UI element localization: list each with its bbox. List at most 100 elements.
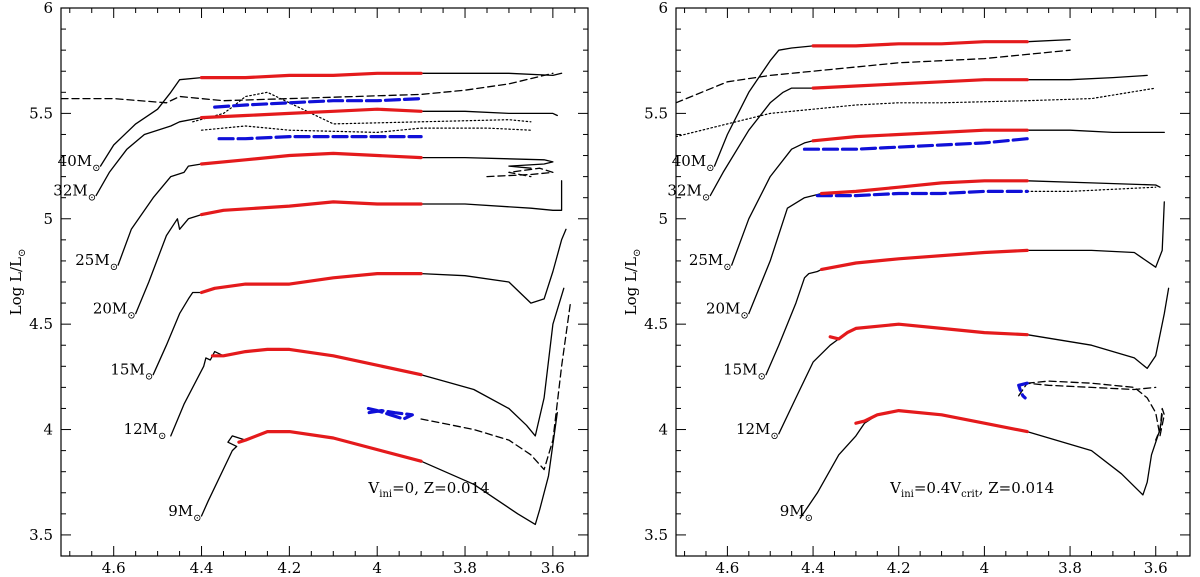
series-20m-dotted [1026, 186, 1157, 192]
series-32m-dotted [200, 125, 532, 133]
track-label: 12M⊙ [736, 420, 779, 442]
series-40m-red [811, 40, 1029, 48]
series-15m-red [199, 272, 423, 295]
series-15m [152, 228, 567, 376]
sun-symbol: ⊙ [723, 262, 731, 273]
y-tick-label: 5.5 [29, 104, 53, 122]
plot-frame [675, 7, 1191, 557]
series-20m [135, 180, 563, 315]
series-32m [709, 74, 1148, 197]
x-tick-label: 4.2 [277, 559, 301, 577]
track-label: 20M⊙ [706, 300, 749, 322]
series-32m-red [199, 107, 423, 120]
y-tick-label: 3.5 [644, 526, 668, 544]
series-40m-dashed [676, 49, 1071, 104]
series-25m-dashed [486, 167, 554, 178]
y-tick-label: 6 [658, 0, 668, 17]
track-label: 40M⊙ [672, 152, 715, 174]
series-12m-blue [366, 406, 414, 421]
y-tick-label: 5 [43, 210, 53, 228]
series-25m-blue [802, 137, 1029, 151]
series-12m-blue [1017, 381, 1029, 400]
annotation-sub: ini [901, 489, 914, 500]
track-label: 15M⊙ [110, 361, 153, 383]
annotation-part: V [367, 479, 380, 497]
series-20m-red [820, 179, 1029, 196]
sun-symbol: ⊙ [110, 262, 118, 273]
series-40m-red [199, 71, 423, 80]
series-9m-red [237, 430, 423, 463]
sun-symbol: ⊙ [805, 513, 813, 524]
series-20m-red [199, 200, 423, 217]
x-tick-label: 4.4 [801, 559, 825, 577]
series-40m-blue [213, 97, 423, 109]
x-tick-label: 4.4 [190, 559, 214, 577]
y-tick-label: 4 [43, 421, 53, 439]
sun-symbol: ⊙ [92, 163, 100, 174]
x-tick-label: 3.6 [1144, 559, 1168, 577]
y-axis-label: Log L/L⊙ [622, 249, 643, 316]
annotation-sub: crit [961, 489, 979, 500]
track-label: 9M⊙ [780, 502, 813, 524]
series-20m [748, 180, 1161, 315]
x-tick-label: 3.8 [1058, 559, 1082, 577]
track-label: 32M⊙ [667, 182, 710, 204]
sun-symbol: ⊙ [770, 431, 778, 442]
x-tick-label: 3.8 [453, 559, 477, 577]
series-40m-dotted [192, 91, 532, 125]
x-tick-label: 4 [980, 559, 990, 577]
series-25m-red [811, 128, 1029, 143]
y-tick-label: 5 [658, 210, 668, 228]
series-9m [200, 412, 558, 526]
sun-symbol: ⊙ [193, 513, 201, 524]
track-label: 25M⊙ [689, 251, 732, 273]
x-tick-label: 4.6 [715, 559, 739, 577]
series-12m [778, 287, 1170, 435]
y-tick-label: 4.5 [644, 315, 668, 333]
series-25m [731, 129, 1165, 266]
y-tick-label: 3.5 [29, 526, 53, 544]
track-label: 25M⊙ [75, 251, 118, 273]
annotation: Vini=0, Z=0.014 [367, 479, 489, 500]
sun-symbol: ⊙ [758, 372, 766, 383]
series-group [61, 71, 572, 526]
series-20m-blue [815, 189, 1029, 198]
y-tick-label: 6 [43, 0, 53, 17]
annotation-part: =0.4V [914, 479, 962, 497]
annotation: Vini=0.4Vcrit, Z=0.014 [889, 479, 1054, 500]
series-32m-dotted [676, 87, 1157, 138]
y-axis-label: Log L/L⊙ [7, 249, 28, 316]
track-label: 20M⊙ [93, 300, 136, 322]
x-tick-label: 4.6 [102, 559, 126, 577]
sun-symbol: ⊙ [127, 311, 135, 322]
x-tick-label: 3.6 [541, 559, 565, 577]
series-15m-red [820, 248, 1029, 271]
series-12m-red [828, 322, 1029, 341]
series-12m-red [210, 347, 423, 377]
series-12m-dashed-top [1018, 382, 1157, 397]
track-label: 32M⊙ [53, 182, 96, 204]
track-label: 40M⊙ [58, 152, 101, 174]
series-12m-dashed [420, 302, 572, 471]
track-label: 15M⊙ [723, 361, 766, 383]
series-40m-dashed [61, 72, 554, 104]
annotation-part: V [889, 479, 902, 497]
track-label: 9M⊙ [168, 502, 201, 524]
x-tick-label: 4 [372, 559, 382, 577]
y-tick-label: 5.5 [644, 104, 668, 122]
series-9m-red [854, 409, 1029, 434]
annotation-part: , Z=0.014 [979, 479, 1054, 497]
sun-symbol: ⊙ [740, 311, 748, 322]
y-axis-label-sub: ⊙ [632, 249, 643, 257]
series-32m-red [811, 78, 1029, 90]
series-group [676, 38, 1170, 519]
sun-symbol: ⊙ [158, 431, 166, 442]
y-axis-label-sub: ⊙ [17, 249, 28, 257]
track-label: 12M⊙ [124, 420, 167, 442]
y-tick-label: 4.5 [29, 315, 53, 333]
series-25m-red [199, 151, 423, 166]
y-tick-label: 4 [658, 421, 668, 439]
